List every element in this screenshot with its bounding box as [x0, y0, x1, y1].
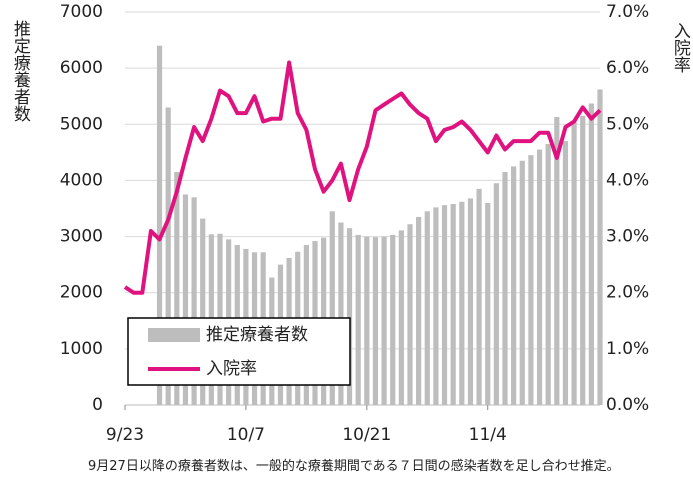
bar — [398, 230, 404, 405]
bar — [156, 45, 163, 405]
legend-swatch — [148, 328, 200, 342]
y2-tick-label: 7.0% — [606, 2, 649, 22]
y2-tick-label: 6.0% — [606, 58, 649, 78]
y2-tick-label: 4.0% — [606, 170, 649, 190]
bar — [441, 205, 448, 405]
bar — [511, 166, 517, 405]
legend-label: 推定療養者数 — [206, 325, 308, 345]
bar — [485, 202, 491, 405]
bar — [390, 234, 396, 405]
x-tick-label: 11/4 — [469, 425, 507, 445]
line — [123, 60, 602, 295]
bar — [467, 198, 474, 405]
x-tick-label: 10/21 — [342, 425, 391, 445]
y-tick-label: 5000 — [60, 114, 103, 134]
y2-tick-label: 5.0% — [606, 114, 649, 134]
bar — [338, 222, 344, 405]
y2-axis-label: 入院率 — [669, 22, 690, 73]
bar — [433, 207, 439, 405]
bar — [450, 204, 456, 405]
bar — [372, 237, 379, 405]
bar — [580, 115, 586, 405]
bar — [493, 183, 499, 405]
bar — [562, 141, 569, 405]
bar — [364, 236, 370, 405]
y-tick-label: 1000 — [60, 339, 103, 359]
y-tick-label: 0 — [92, 395, 103, 415]
x-tick-label: 10/7 — [227, 425, 265, 445]
legend-label: 入院率 — [206, 359, 257, 379]
bar — [528, 155, 534, 405]
bar — [459, 201, 465, 405]
bar — [536, 149, 543, 405]
bar — [519, 160, 525, 405]
y2-tick-label: 1.0% — [606, 339, 649, 359]
bar — [174, 172, 180, 405]
y-tick-label: 6000 — [60, 58, 103, 78]
bar — [407, 224, 413, 405]
chart: 0 1000 2000 3000 4000 5000 6000 7000 0.0% 1.0% 2.0… — [60, 2, 649, 445]
y-tick-label: 2000 — [60, 283, 103, 303]
bar — [355, 234, 361, 405]
bar — [381, 236, 387, 405]
y2-tick-label: 2.0% — [606, 283, 649, 303]
y2-tick-label: 0.0% — [606, 395, 649, 415]
bar — [554, 116, 560, 405]
bar — [191, 197, 197, 405]
bar — [597, 89, 603, 405]
y2-tick-label: 3.0% — [606, 227, 649, 247]
bar — [502, 172, 508, 405]
bar — [165, 107, 171, 405]
bar — [182, 194, 189, 405]
y-tick-label: 4000 — [60, 170, 103, 190]
bar — [571, 121, 577, 405]
bar — [416, 216, 422, 405]
bar — [329, 211, 335, 405]
x-tick-label: 9/23 — [106, 425, 144, 445]
y-tick-label: 3000 — [60, 227, 103, 247]
y-tick-label: 7000 — [60, 2, 103, 22]
bar — [424, 211, 430, 405]
bar — [346, 228, 353, 405]
footnote: 9月27日以降の療養者数は、一般的な療養期間である７日間の感染者数を足し合わせ推… — [88, 459, 620, 474]
bar — [200, 218, 206, 405]
bar — [545, 143, 551, 405]
bar — [476, 188, 482, 405]
bar — [588, 103, 594, 406]
y-axis-label: 推定療養者数 — [9, 20, 30, 122]
